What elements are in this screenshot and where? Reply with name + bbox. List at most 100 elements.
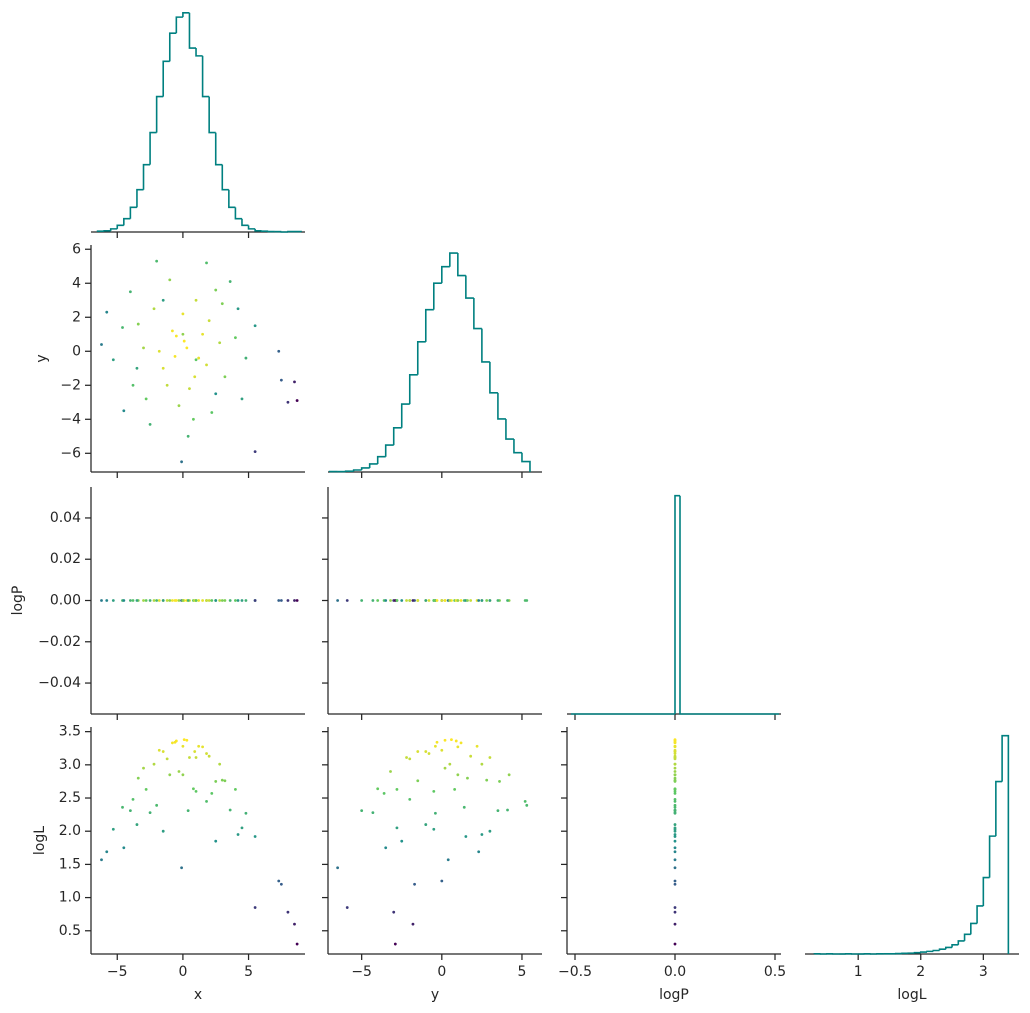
scatter-point (220, 778, 224, 782)
scatter-point (673, 827, 677, 831)
y-tick-label: −0.02 (38, 634, 81, 650)
x-tick-label: 3 (979, 964, 988, 980)
histogram-step (449, 252, 458, 267)
scatter-panel: −5 0 5 x 0.5 1.0 1.5 2.0 2.5 3.0 3.5 logL (32, 724, 305, 1003)
y-tick-label: 2.0 (59, 823, 81, 839)
scatter-point (459, 741, 463, 745)
scatter-point (279, 378, 283, 382)
scatter-point (122, 846, 126, 850)
scatter-point (244, 599, 248, 602)
histogram-step (521, 452, 531, 472)
scatter-point (673, 770, 677, 773)
x-tick-label: 0 (437, 964, 446, 980)
scatter-point (673, 835, 677, 838)
histogram-step (376, 455, 386, 464)
histogram-step (234, 207, 242, 220)
scatter-point (214, 599, 218, 602)
scatter-point (389, 599, 392, 602)
scatter-point (443, 599, 447, 602)
scatter-point (214, 839, 218, 843)
scatter-point (673, 910, 677, 914)
histogram-step (228, 189, 236, 209)
scatter-point (181, 773, 185, 777)
histogram-step (208, 96, 216, 134)
scatter-point (456, 745, 460, 749)
scatter-point (411, 599, 415, 602)
scatter-point (165, 383, 169, 387)
scatter-point (408, 599, 412, 602)
scatter-point (673, 809, 677, 813)
histogram-step (188, 12, 197, 49)
scatter-point (673, 789, 677, 793)
histogram-panel: 1 2 3 logL (805, 734, 1019, 1003)
scatter-point (523, 799, 527, 803)
scatter-point (673, 791, 677, 795)
scatter-point (432, 827, 436, 831)
scatter-point (214, 780, 218, 783)
scatter-point (192, 417, 195, 421)
x-tick-label: 1 (854, 964, 863, 980)
scatter-point (207, 599, 211, 602)
scatter-point (194, 298, 198, 302)
scatter-point (186, 809, 190, 813)
scatter-point (673, 803, 677, 807)
scatter-point (443, 738, 447, 742)
histogram-step (162, 60, 170, 97)
histogram-step (465, 275, 474, 299)
scatter-point (188, 756, 191, 759)
histogram-step (195, 48, 203, 57)
scatter-point (155, 803, 159, 807)
histogram-step (201, 55, 210, 98)
scatter-point (371, 811, 375, 815)
scatter-point (462, 805, 466, 809)
scatter-point (205, 363, 208, 367)
scatter-point (210, 411, 214, 414)
x-tick-label: 5 (244, 964, 253, 980)
scatter-point (168, 599, 172, 602)
scatter-point (673, 858, 677, 862)
scatter-point (279, 599, 283, 602)
scatter-point (174, 334, 178, 338)
x-axis-label: y (431, 987, 439, 1003)
scatter-point (293, 922, 296, 926)
scatter-point (434, 744, 437, 748)
scatter-point (182, 738, 186, 742)
scatter-point (480, 762, 484, 766)
scatter-point (214, 392, 218, 396)
scatter-point (400, 599, 404, 602)
scatter-point (485, 599, 489, 602)
scatter-point (128, 599, 132, 602)
histogram-step (1001, 734, 1010, 954)
histogram-step (944, 946, 953, 950)
scatter-point (194, 789, 198, 793)
scatter-point (205, 261, 208, 265)
scatter-point (464, 835, 468, 838)
scatter-point (228, 808, 232, 812)
histogram-step (976, 905, 984, 924)
scatter-point (173, 599, 177, 602)
scatter-point (416, 779, 420, 783)
scatter-point (416, 750, 420, 753)
scatter-point (440, 748, 444, 752)
histogram-step (473, 298, 482, 330)
histogram-step (957, 940, 965, 945)
scatter-point (454, 739, 458, 743)
scatter-point (475, 744, 479, 748)
scatter-point (121, 805, 124, 809)
scatter-point (427, 599, 431, 602)
histogram-step (408, 373, 418, 405)
y-tick-label: 1.5 (59, 856, 81, 872)
scatter-point (188, 387, 191, 391)
histogram-step (424, 308, 434, 342)
scatter-point (185, 346, 189, 350)
scatter-point (345, 906, 349, 909)
histogram-panel (567, 494, 781, 720)
histogram-step (919, 951, 928, 953)
scatter-point (181, 312, 185, 316)
scatter-point (228, 599, 232, 602)
histogram-step (214, 132, 223, 166)
scatter-point (389, 770, 392, 773)
scatter-point (214, 288, 218, 292)
scatter-point (295, 942, 299, 946)
